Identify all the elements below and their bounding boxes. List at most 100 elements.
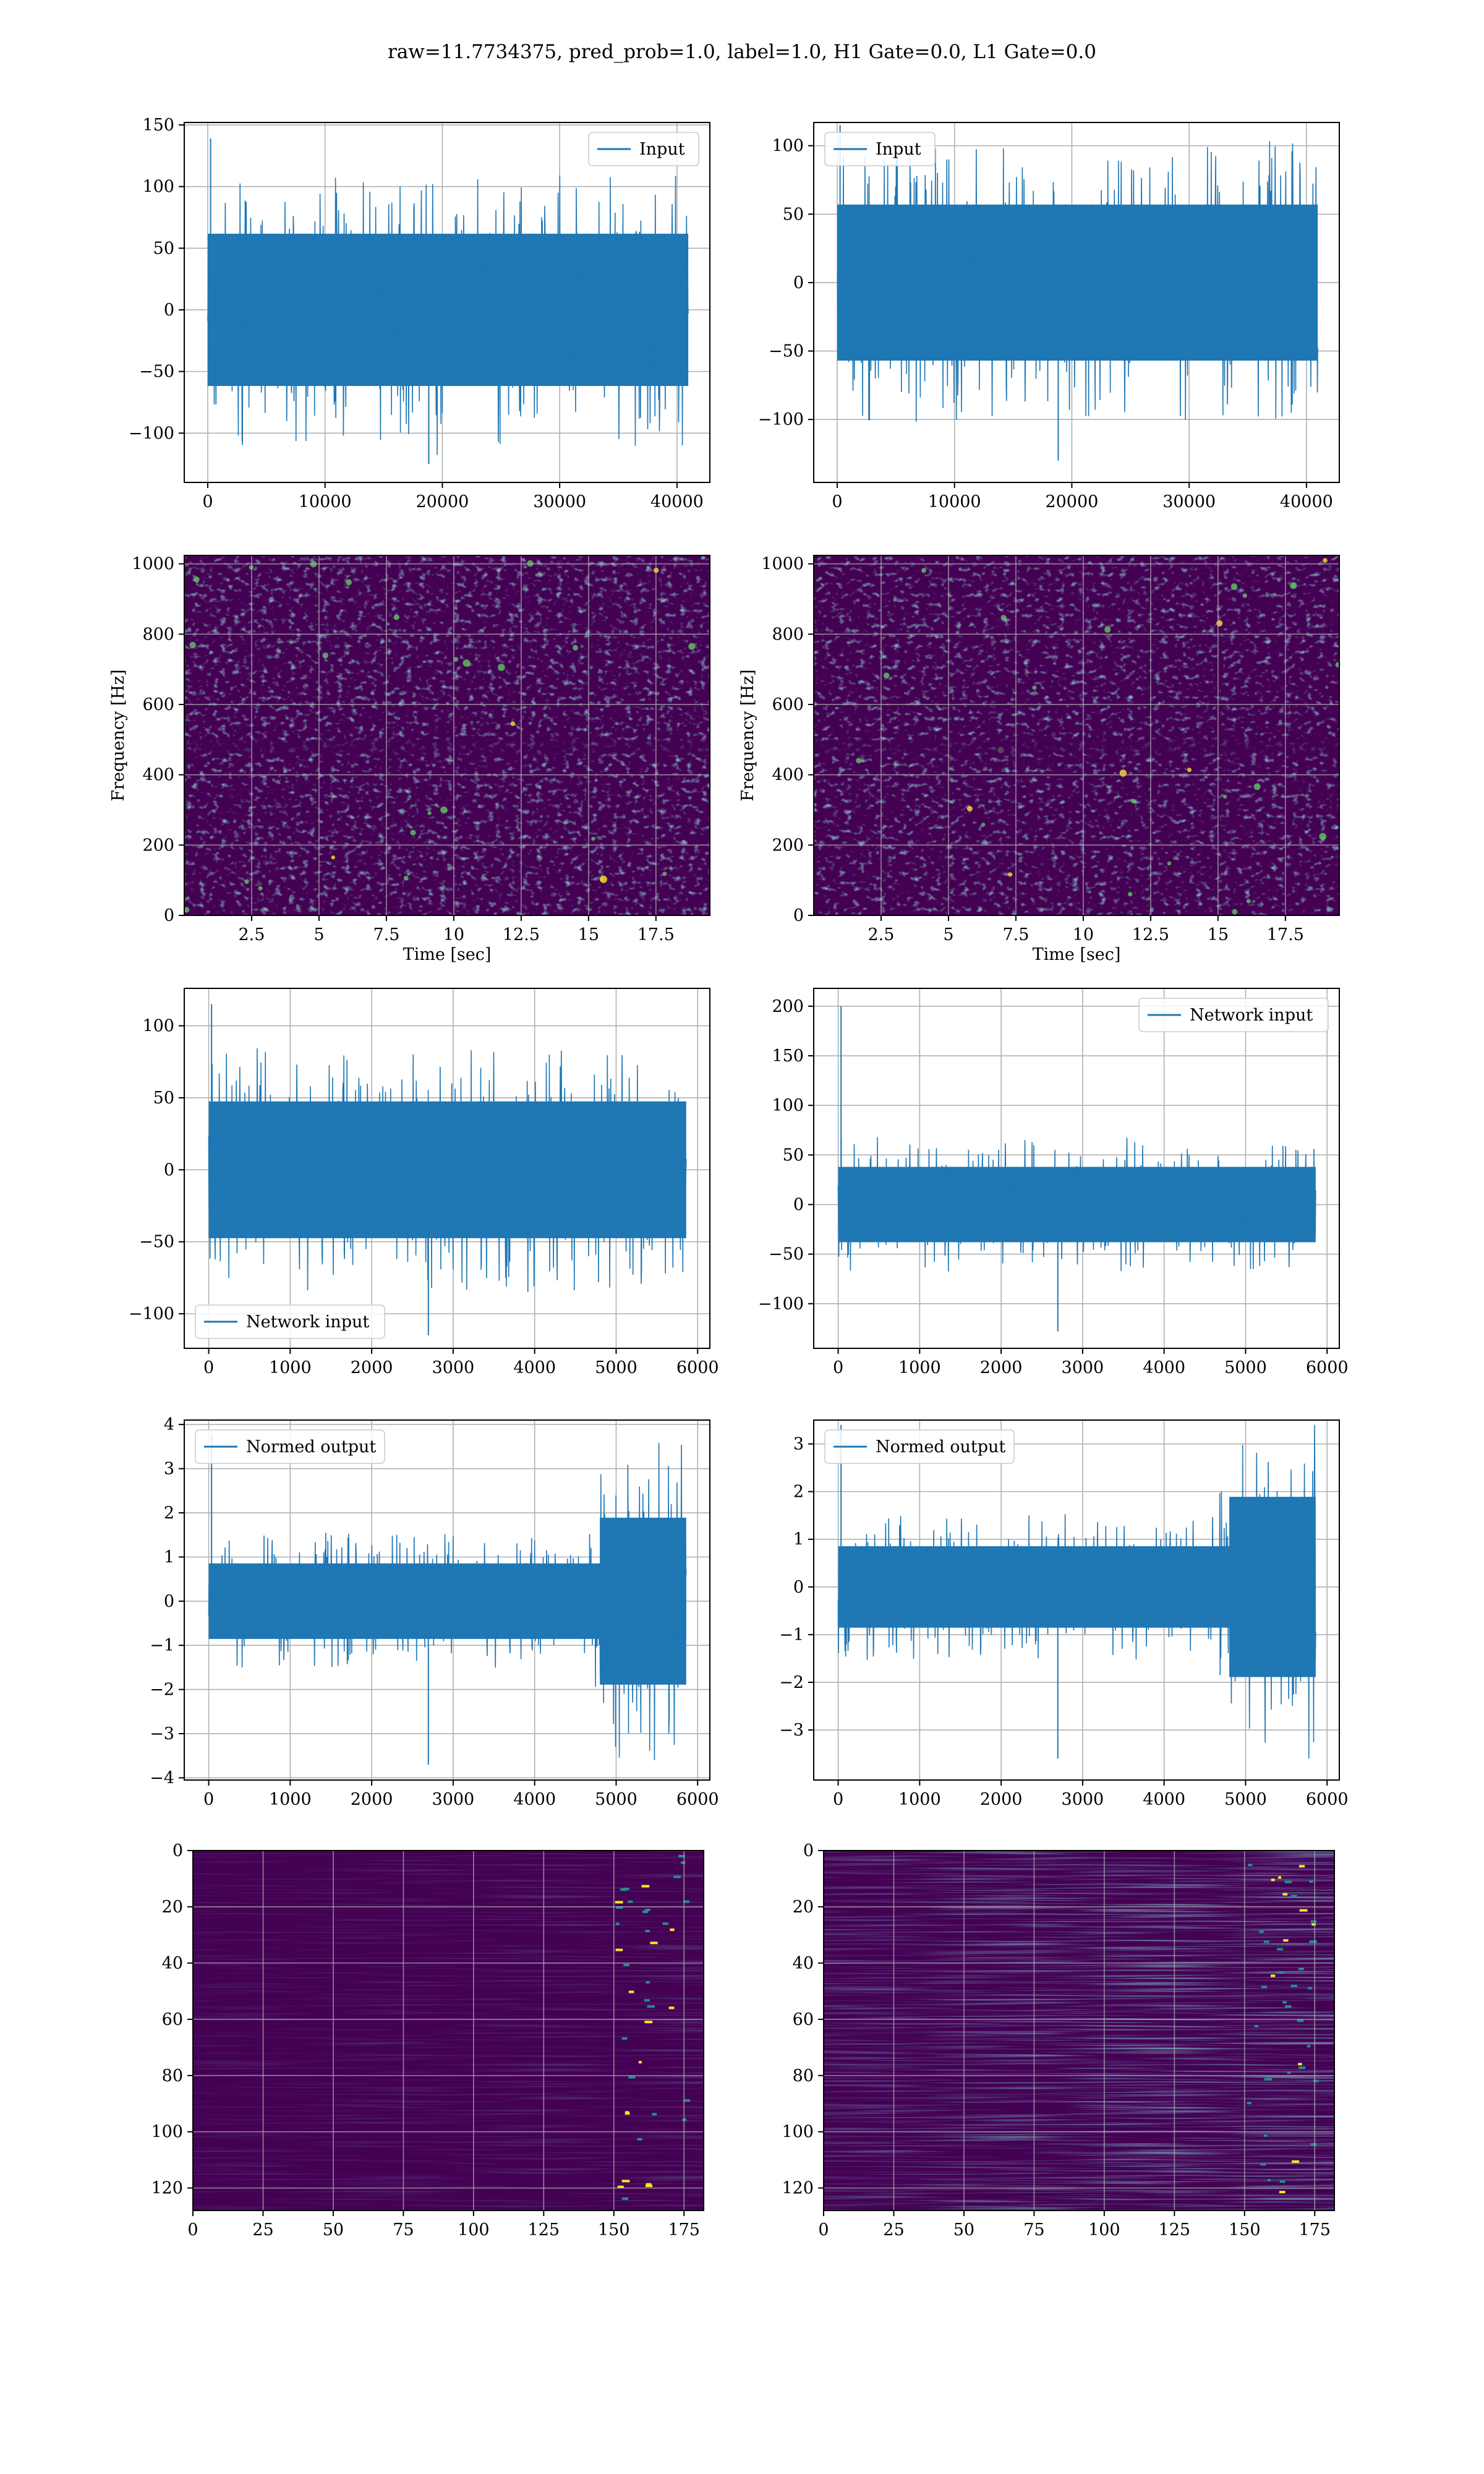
- y-tick-label: 400: [142, 766, 174, 785]
- y-tick-label: −50: [139, 362, 174, 382]
- y-tick-label: 50: [153, 239, 174, 258]
- x-tick-label: 30000: [533, 492, 586, 511]
- y-tick-label: 150: [142, 116, 174, 135]
- legend: Input: [588, 132, 699, 166]
- y-tick-label: −100: [129, 1304, 174, 1324]
- y-tick-label: 100: [772, 1096, 804, 1115]
- x-tick-label: 50: [953, 2220, 974, 2240]
- heatmap-activation: [1247, 2102, 1252, 2105]
- heatmap-activation: [1299, 1909, 1308, 1912]
- heatmap-speckle: [440, 806, 448, 814]
- heatmap-activation: [615, 1922, 620, 1925]
- y-tick-label: 40: [793, 1954, 814, 1973]
- y-tick-label: −100: [758, 410, 804, 429]
- heatmap-activation: [641, 1885, 650, 1888]
- chart-row1-left: 0 10000 20000 30000 40000 −100 −50 0 50 100 150 Inp…: [129, 116, 710, 511]
- y-tick-label: −1: [150, 1636, 174, 1655]
- y-tick-label: 100: [151, 2123, 183, 2142]
- y-tick-label: 800: [142, 625, 174, 644]
- heatmap-speckle: [189, 641, 196, 648]
- heatmap-activation: [645, 2185, 653, 2188]
- y-axis-label: Frequency [Hz]: [738, 669, 757, 801]
- heatmap-activation: [1261, 1985, 1268, 1988]
- x-tick-label: 1000: [269, 1790, 312, 1809]
- y-tick-label: 100: [142, 178, 174, 197]
- y-tick-label: 60: [793, 2010, 814, 2029]
- y-tick-label: 80: [793, 2066, 814, 2086]
- heatmap-speckle: [1319, 833, 1327, 841]
- heatmap-speckle: [410, 829, 416, 836]
- heatmap-activation: [1282, 2001, 1287, 2004]
- heatmap-activation: [1270, 1974, 1276, 1977]
- heatmap-speckle: [427, 811, 432, 815]
- heatmap-speckle: [1187, 768, 1192, 773]
- x-tick-label: 0: [187, 2220, 198, 2240]
- heatmap-activation: [684, 2099, 691, 2102]
- y-tick-label: 600: [772, 695, 804, 714]
- y-tick-label: 120: [782, 2179, 814, 2198]
- x-tick-label: 12.5: [503, 925, 540, 944]
- x-tick-label: 5000: [1224, 1358, 1267, 1377]
- heatmap-activation: [646, 2183, 652, 2186]
- heatmap-speckle: [600, 875, 608, 883]
- y-tick-label: −1: [779, 1625, 804, 1645]
- chart-row2-left: 2.5 5 7.5 10 12.5 15 17.5 0 200 400 600 800 1000 Time…: [109, 555, 710, 964]
- heatmap-activation: [1309, 1940, 1317, 1943]
- y-tick-label: 0: [793, 1578, 804, 1597]
- legend-box: [824, 132, 936, 166]
- x-tick-label: 5: [313, 925, 324, 944]
- heatmap-speckle: [403, 876, 409, 881]
- x-tick-label: 10: [443, 925, 464, 944]
- chart-row5-right: 0 25 50 75 100 125 150 175 0 20 40 60 80 100 120: [782, 1841, 1335, 2240]
- x-tick-label: 15: [578, 925, 599, 944]
- y-tick-label: −3: [779, 1721, 804, 1740]
- series-line: [837, 1137, 1316, 1272]
- y-tick-label: 50: [783, 1145, 804, 1165]
- y-tick-label: 100: [772, 137, 804, 156]
- x-tick-label: 0: [203, 1790, 214, 1809]
- x-tick-label: 4000: [513, 1358, 556, 1377]
- x-tick-label: 3000: [1062, 1358, 1104, 1377]
- heatmap-activation: [644, 1999, 650, 2002]
- heatmap-speckle: [1230, 583, 1238, 590]
- x-tick-label: 4000: [513, 1790, 556, 1809]
- legend: Input: [824, 132, 936, 166]
- heatmap-speckle: [1131, 798, 1136, 804]
- heatmap-speckle: [510, 721, 516, 726]
- y-tick-label: 40: [162, 1954, 183, 1973]
- y-tick-label: 400: [772, 766, 804, 785]
- heatmap-speckle: [591, 837, 595, 841]
- x-tick-label: 7.5: [373, 925, 399, 944]
- x-tick-label: 5: [943, 925, 953, 944]
- y-tick-label: −50: [769, 342, 804, 361]
- heatmap-activation: [1298, 1967, 1304, 1971]
- y-tick-label: 3: [164, 1460, 174, 1479]
- legend: Network input: [195, 1304, 385, 1339]
- legend: Network input: [1138, 998, 1329, 1032]
- legend-box: [195, 1304, 385, 1339]
- y-tick-label: 200: [772, 836, 804, 855]
- y-tick-label: 0: [173, 1841, 183, 1860]
- heatmap-activation: [668, 2006, 675, 2010]
- y-tick-label: 2: [793, 1483, 804, 1502]
- x-tick-label: 4000: [1143, 1358, 1185, 1377]
- heatmap-speckle: [244, 879, 249, 884]
- y-tick-label: 4: [164, 1415, 174, 1434]
- y-tick-label: 0: [164, 906, 174, 925]
- y-tick-label: 100: [782, 2123, 814, 2142]
- heatmap-activation: [646, 1908, 650, 1911]
- heatmap-activation: [1264, 2078, 1273, 2081]
- heatmap-activation: [1277, 1948, 1283, 1951]
- heatmap-band: [814, 739, 1339, 754]
- x-tick-label: 10000: [928, 492, 981, 511]
- heatmap-activation: [628, 1900, 633, 1903]
- x-tick-label: 0: [818, 2220, 829, 2240]
- x-tick-label: 2000: [980, 1790, 1023, 1809]
- axes-frame: [192, 1850, 704, 2211]
- heatmap-activation: [1278, 1876, 1282, 1879]
- heatmap-speckle: [183, 907, 190, 913]
- y-tick-label: 60: [162, 2010, 183, 2029]
- x-tick-label: 2000: [351, 1790, 393, 1809]
- x-tick-label: 25: [252, 2220, 273, 2240]
- heatmap-activation: [1311, 1923, 1316, 1926]
